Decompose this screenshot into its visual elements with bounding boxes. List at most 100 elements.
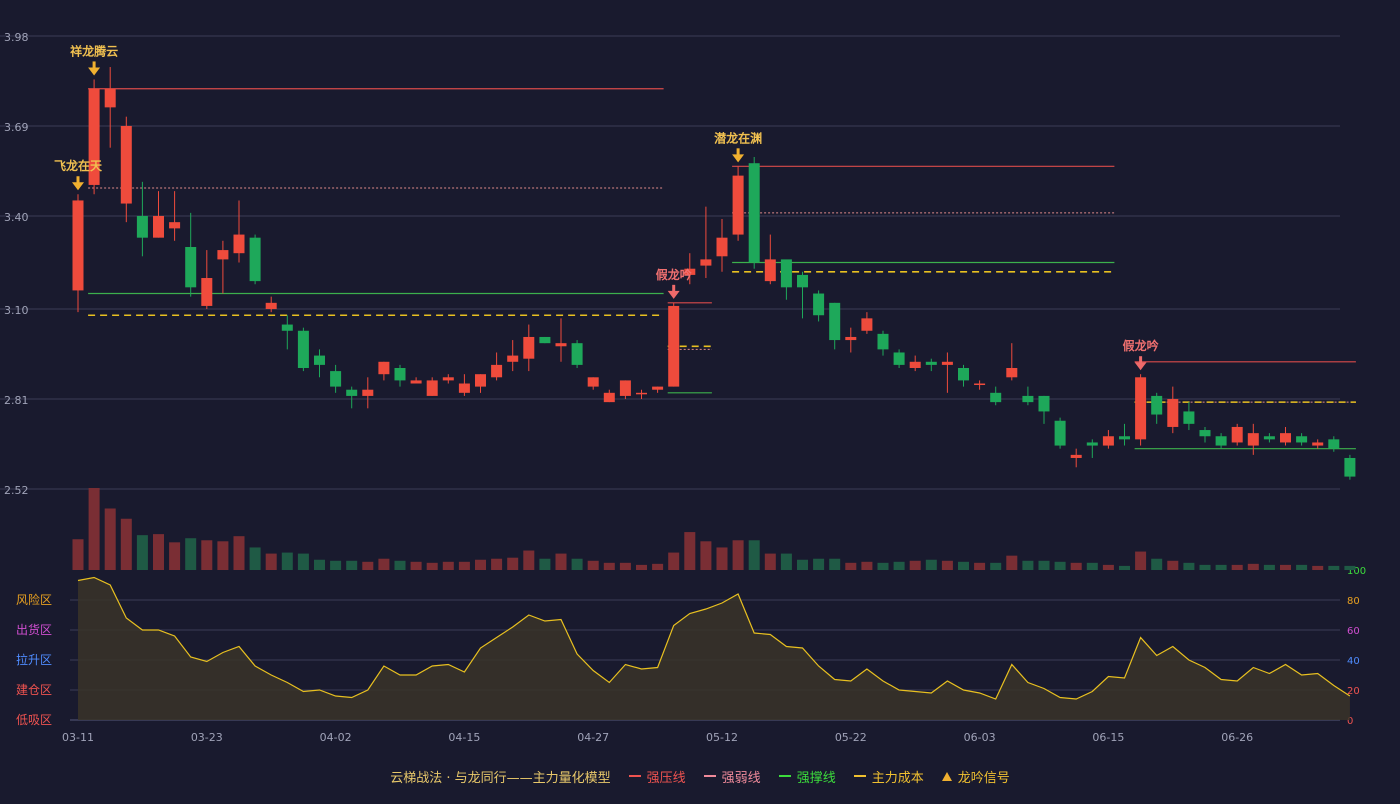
volume-bar: [1247, 563, 1259, 570]
oscillator-zone-label: 风险区: [16, 592, 52, 607]
candle-body: [1086, 442, 1098, 446]
oscillator-tick-label: 20: [1347, 686, 1360, 697]
candle-body: [668, 305, 680, 387]
volume-bar: [394, 560, 406, 570]
candle-body: [813, 293, 825, 316]
legend-item-cost[interactable]: 主力成本: [853, 767, 924, 786]
legend-label: 主力成本: [871, 770, 924, 786]
legend-item-signal[interactable]: 龙吟信号: [941, 767, 1010, 786]
legend-label: 强压线: [646, 770, 686, 786]
oscillator-line: [77, 576, 1351, 700]
triangle-icon: [941, 771, 952, 781]
candle-body: [314, 355, 325, 365]
candle-body: [1247, 433, 1259, 446]
oscillator-zone-label: 拉升区: [16, 652, 52, 667]
candle-body: [700, 259, 712, 266]
candle-body: [1006, 367, 1018, 378]
candle-body: [475, 374, 486, 387]
volume-bar: [88, 488, 100, 570]
solid-line-icon: [778, 775, 791, 777]
volume-bar: [636, 564, 647, 570]
oscillator-area: [78, 577, 1350, 720]
volume-bar: [330, 560, 342, 570]
signal-arrow-stem: [736, 148, 740, 156]
legend-title: 云梯战法 · 与龙同行——主力量化模型: [390, 770, 611, 786]
volume-bar: [169, 542, 181, 570]
candle-body: [652, 386, 664, 390]
candle-body: [1312, 442, 1324, 446]
candle-body: [861, 318, 873, 331]
volume-bar: [974, 562, 986, 570]
volume-bar: [845, 562, 857, 570]
oscillator-zone-label: 建仓区: [16, 683, 52, 697]
legend-label: 强弱线: [721, 770, 761, 786]
volume-bar: [780, 553, 792, 570]
signal-arrow-stem: [672, 284, 676, 292]
price-tick-label: 3.40: [4, 211, 29, 224]
candle-body: [507, 355, 519, 362]
x-tick-label: 04-15: [448, 731, 480, 744]
volume-bar: [829, 558, 841, 570]
candle-body: [619, 380, 631, 396]
volume-bar: [491, 558, 503, 570]
oscillator-tick-label: 100: [1347, 566, 1366, 577]
dashed-line-icon: [703, 775, 716, 777]
volume-bar: [619, 562, 631, 570]
x-tick-label: 05-22: [835, 731, 867, 744]
volume-bar: [1280, 564, 1291, 570]
volume-bar: [1102, 564, 1114, 570]
candle-body: [330, 371, 342, 387]
candle-body: [636, 392, 647, 395]
chart-legend: 云梯战法 · 与龙同行——主力量化模型 强压线 强弱线 强撑线 主力成本 龙吟信…: [0, 766, 1400, 786]
candle-body: [603, 392, 615, 403]
volume-bar: [458, 561, 470, 570]
volume-bar: [72, 539, 84, 570]
candle-body: [136, 215, 148, 238]
candle-body: [877, 333, 889, 350]
x-tick-label: 03-23: [191, 731, 223, 744]
volume-bar: [603, 562, 615, 570]
candle-body: [893, 352, 905, 365]
price-tick-label: 2.52: [4, 484, 29, 497]
signal-label: 假龙吟: [1123, 338, 1159, 353]
candle-body: [378, 361, 390, 375]
volume-bar: [797, 559, 808, 570]
volume-bar: [700, 541, 712, 570]
oscillator-tick-label: 60: [1347, 626, 1360, 637]
x-tick-label: 06-26: [1221, 731, 1253, 744]
volume-bar: [1119, 565, 1130, 570]
signal-arrow-icon: [732, 154, 745, 163]
candle-body: [1344, 457, 1356, 477]
candle-body: [587, 377, 599, 387]
candle-body: [1038, 395, 1050, 412]
candle-body: [120, 125, 132, 204]
volume-bar: [1183, 562, 1195, 570]
candle-body: [797, 274, 808, 288]
volume-bar: [1312, 565, 1324, 570]
volume-bar: [442, 561, 454, 570]
x-tick-label: 04-27: [577, 731, 609, 744]
candle-body: [1215, 436, 1227, 446]
legend-item-weak-resist[interactable]: 强弱线: [703, 767, 761, 786]
volume-bar: [1054, 561, 1066, 570]
volume-bar: [861, 561, 873, 570]
volume-bar: [1086, 562, 1098, 570]
candle-body: [941, 361, 953, 365]
volume-bar: [314, 559, 325, 570]
volume-bar: [1167, 560, 1179, 570]
candle-body: [974, 383, 986, 386]
legend-item-support[interactable]: 强撑线: [778, 767, 836, 786]
candle-body: [845, 336, 857, 341]
volume-bar: [1231, 564, 1243, 570]
candle-body: [233, 234, 245, 254]
volume-bar: [378, 558, 390, 570]
candle-body: [1135, 377, 1147, 440]
volume-bar: [990, 562, 1002, 570]
legend-item-strong-resist[interactable]: 强压线: [628, 767, 686, 786]
candle-body: [491, 364, 503, 378]
volume-bar: [136, 535, 148, 570]
candle-body: [523, 336, 535, 359]
volume-bar: [1070, 562, 1082, 570]
